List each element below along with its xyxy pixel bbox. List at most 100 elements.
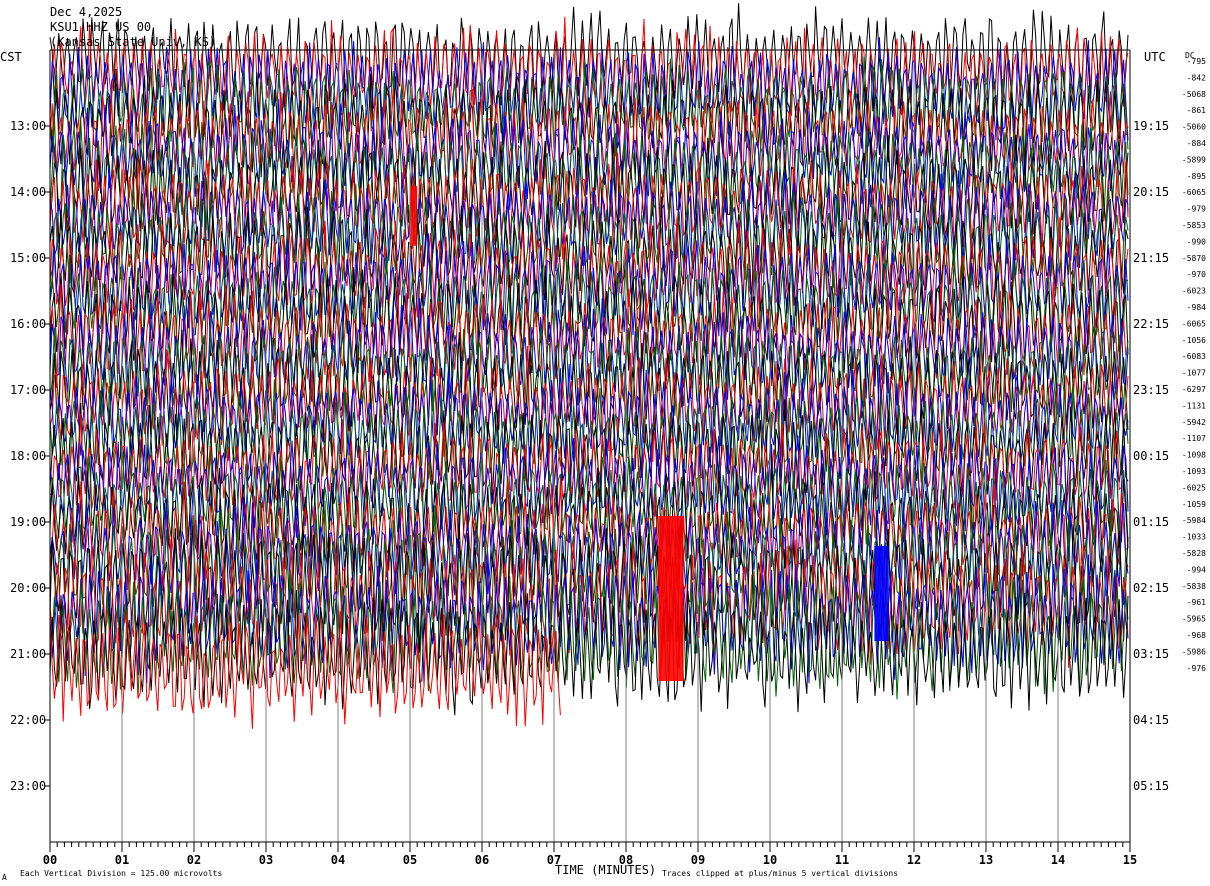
dc-offset-label: -961 (1187, 598, 1206, 607)
dc-offset-label: -6025 (1182, 483, 1206, 492)
dc-offset-label: -895 (1187, 172, 1206, 181)
clip-note: Traces clipped at plus/minus 5 vertical … (662, 869, 898, 878)
right-hour-label: 03:15 (1133, 647, 1169, 661)
left-hour-label: 13:00 (10, 119, 46, 133)
dc-offset-label: -842 (1187, 73, 1206, 82)
x-axis-title: TIME (MINUTES) (555, 863, 656, 877)
dc-offset-label: -6023 (1182, 287, 1206, 296)
dc-offset-label: -6065 (1182, 188, 1206, 197)
dc-label: DC (1185, 51, 1195, 60)
x-tick-label: 04 (331, 853, 345, 867)
trace-blue (49, 435, 1129, 543)
trace-red (49, 217, 1129, 330)
right-hour-label: 23:15 (1133, 383, 1169, 397)
dc-offset-label: -984 (1187, 303, 1206, 312)
right-hour-label: 22:15 (1133, 317, 1169, 331)
dc-offset-label: -1077 (1182, 369, 1206, 378)
dc-offset-label: -5965 (1182, 615, 1206, 624)
dc-offset-label: -994 (1187, 565, 1206, 574)
left-axis-label: CST (0, 50, 22, 64)
dc-offset-label: -968 (1187, 631, 1206, 640)
left-hour-label: 17:00 (10, 383, 46, 397)
axes-layer: 00 01 02 03 04 05 06 07 08 09 10 11 12 13 14 15 13:00 14:… (10, 49, 1206, 867)
event-burst-1 (874, 546, 889, 641)
right-hour-label: 21:15 (1133, 251, 1169, 265)
scale-note: Each Vertical Division = 125.00 microvol… (20, 869, 222, 878)
dc-offset-label: -6065 (1182, 319, 1206, 328)
dc-offset-label: -1056 (1182, 336, 1206, 345)
dc-offset-label: -1059 (1182, 500, 1206, 509)
left-hour-label: 18:00 (10, 449, 46, 463)
header-institution: (Kansas State Univ, KS) (50, 35, 216, 49)
x-tick-label: 15 (1123, 853, 1137, 867)
x-tick-label: 03 (259, 853, 273, 867)
event-burst-0 (658, 516, 684, 681)
header-date: Dec 4,2025 (50, 5, 122, 19)
dc-offset-label: -5060 (1182, 123, 1206, 132)
x-tick-label: 14 (1051, 853, 1065, 867)
dc-offset-label: -1131 (1182, 401, 1206, 410)
dc-offset-label: -1033 (1182, 533, 1206, 542)
dc-offset-label: -1098 (1182, 451, 1206, 460)
dc-offset-label: -5068 (1182, 90, 1206, 99)
right-hour-label: 20:15 (1133, 185, 1169, 199)
right-hour-label: 04:15 (1133, 713, 1169, 727)
trace-black (49, 134, 1129, 244)
dc-offset-label: -5984 (1182, 516, 1206, 525)
x-tick-label: 13 (979, 853, 993, 867)
left-hour-label: 19:00 (10, 515, 46, 529)
dc-offset-label: -5942 (1182, 418, 1206, 427)
right-hour-label: 05:15 (1133, 779, 1169, 793)
left-hour-label: 15:00 (10, 251, 46, 265)
trace-layer (49, 3, 1129, 729)
trace-red (49, 16, 1129, 132)
left-hour-label: 21:00 (10, 647, 46, 661)
right-hour-label: 00:15 (1133, 449, 1169, 463)
event-burst-2 (410, 186, 418, 246)
x-tick-label: 07 (547, 853, 561, 867)
left-hour-label: 23:00 (10, 779, 46, 793)
x-tick-label: 09 (691, 853, 705, 867)
x-tick-label: 08 (619, 853, 633, 867)
dc-offset-label: -6083 (1182, 352, 1206, 361)
left-hour-label: 22:00 (10, 713, 46, 727)
left-hour-label: 20:00 (10, 581, 46, 595)
dc-offset-label: -970 (1187, 270, 1206, 279)
dc-offset-label: -5853 (1182, 221, 1206, 230)
trace-green (49, 250, 1129, 358)
left-hour-label: 14:00 (10, 185, 46, 199)
left-hour-label: 16:00 (10, 317, 46, 331)
x-tick-label: 10 (763, 853, 777, 867)
dc-offset-label: -5870 (1182, 254, 1206, 263)
dc-offset-label: -979 (1187, 205, 1206, 214)
trace-green (49, 320, 1129, 425)
dc-offset-label: -861 (1187, 106, 1206, 115)
dc-offset-label: -1107 (1182, 434, 1206, 443)
trace-black (49, 590, 1129, 716)
dc-offset-label: -795 (1187, 57, 1206, 66)
trace-black (49, 3, 1129, 116)
x-tick-label: 02 (187, 853, 201, 867)
dc-offset-label: -1093 (1182, 467, 1206, 476)
corner-mark: A (2, 873, 7, 882)
right-hour-label: 19:15 (1133, 119, 1169, 133)
x-tick-label: 11 (835, 853, 849, 867)
right-hour-label: 01:15 (1133, 515, 1169, 529)
minute-grid (121, 50, 1059, 842)
dc-offset-label: -5986 (1182, 647, 1206, 656)
dc-offset-label: -976 (1187, 664, 1206, 673)
trace-green (49, 500, 1129, 632)
dc-offset-label: -5899 (1182, 155, 1206, 164)
x-tick-label: 01 (115, 853, 129, 867)
dc-offset-label: -6297 (1182, 385, 1206, 394)
trace-red (49, 413, 1129, 524)
x-tick-label: 05 (403, 853, 417, 867)
right-axis-label: UTC (1144, 50, 1166, 64)
right-hour-label: 02:15 (1133, 581, 1169, 595)
dc-offset-label: -5828 (1182, 549, 1206, 558)
header-station: KSU1 HHZ US 00 (50, 20, 151, 34)
trace-green (49, 447, 1129, 560)
dc-offset-label: -884 (1187, 139, 1206, 148)
x-tick-label: 06 (475, 853, 489, 867)
dc-offset-label: -990 (1187, 237, 1206, 246)
